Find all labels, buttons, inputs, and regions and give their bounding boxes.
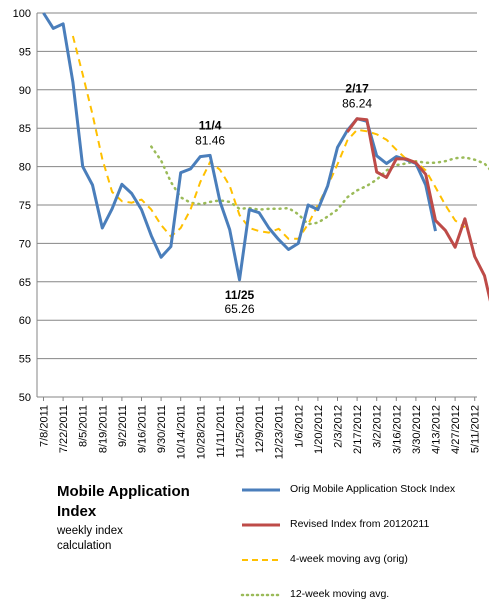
x-tick-label: 3/30/2012 [411,405,423,454]
legend-item-orig: Orig Mobile Application Stock Index [240,481,489,499]
chart-title: Mobile Application Index [57,483,190,520]
x-tick-label: 9/16/2011 [137,405,149,453]
legend-label-revised: Revised Index from 20120211 [290,518,430,530]
legend-label-4week: 4-week moving avg (orig) [290,553,408,565]
series-line-0 [42,12,437,282]
x-tick-labels: 7/8/2011 7/22/2011 8/5/2011 8/19/2011 9/2/20… [39,397,482,459]
x-tick-label: 2/17/2012 [352,405,364,454]
annotation-date: 11/25 [225,288,255,302]
data-series [42,12,489,302]
x-tick-label: 9/2/2011 [117,405,129,447]
y-tick-label: 55 [19,354,31,366]
legend-label-12week: 12-week moving avg. [290,588,390,600]
axes [36,13,477,398]
y-tick-label: 75 [19,200,31,212]
y-tick-label: 80 [19,162,31,174]
series-line-2 [71,35,466,240]
y-tick-labels: 50 55 60 65 70 75 80 85 90 95 100 [13,8,31,404]
x-tick-label: 1/6/2012 [293,405,305,448]
legend-item-4week: 4-week moving avg (orig) [240,551,489,569]
x-tick-label: 4/27/2012 [450,405,462,454]
x-tick-label: 7/22/2011 [58,405,70,453]
y-tick-label: 90 [19,85,31,97]
x-tick-label: 11/25/2011 [235,405,247,458]
annotation-value: 86.24 [342,97,372,111]
x-tick-label: 9/30/2011 [156,405,168,453]
x-tick-label: 7/8/2011 [39,405,51,447]
chart-title-block: Mobile Application Index weekly index ca… [57,482,207,554]
x-tick-label: 1/20/2012 [313,405,325,454]
y-tick-label: 60 [19,315,31,327]
y-tick-label: 95 [19,46,31,58]
x-tick-label: 11/11/2011 [215,405,227,458]
x-tick-label: 8/19/2011 [97,405,109,453]
x-tick-label: 3/16/2012 [391,405,403,454]
legend-item-revised: Revised Index from 20120211 [240,516,489,534]
x-tick-label: 10/14/2011 [176,405,188,459]
annotation-date: 11/4 [199,118,222,132]
x-tick-label: 5/11/2012 [470,405,482,453]
x-tick-label: 10/28/2011 [195,405,207,459]
legend-item-12week: 12-week moving avg. [240,586,489,604]
annotation-value: 81.46 [195,133,225,147]
x-tick-label: 12/23/2011 [274,405,286,459]
y-tick-label: 70 [19,238,31,250]
x-tick-label: 3/2/2012 [372,405,384,448]
y-tick-label: 85 [19,123,31,135]
grid-lines [37,12,477,360]
y-tick-label: 50 [19,392,31,404]
annotation-date: 2/17 [345,82,369,96]
chart-subtitle: weekly index calculation [57,525,123,552]
x-tick-label: 4/13/2012 [431,405,443,454]
x-tick-label: 12/9/2011 [254,405,266,453]
series-line-1 [346,117,489,302]
y-tick-label: 65 [19,277,31,289]
x-tick-label: 8/5/2011 [78,405,90,447]
annotation-value: 65.26 [224,302,254,316]
x-tick-label: 2/3/2012 [333,405,345,448]
y-tick-label: 100 [13,8,31,20]
legend-label-orig: Orig Mobile Application Stock Index [290,483,456,495]
series-line-3 [150,145,489,226]
